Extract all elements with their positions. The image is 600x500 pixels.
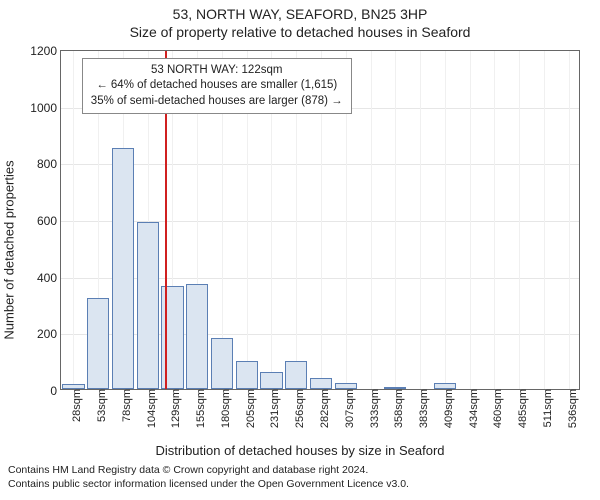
histogram-bar — [87, 298, 109, 389]
grid-line-v — [494, 51, 495, 389]
grid-line-v — [544, 51, 545, 389]
xtick-label: 205sqm — [243, 389, 257, 428]
page-subtitle: Size of property relative to detached ho… — [0, 22, 600, 40]
grid-line-v — [73, 51, 74, 389]
grid-line-v — [569, 51, 570, 389]
ytick-label: 1000 — [30, 101, 61, 115]
xtick-label: 536sqm — [565, 389, 579, 428]
xtick-label: 104sqm — [144, 389, 158, 428]
xtick-label: 282sqm — [317, 389, 331, 428]
histogram-bar — [112, 148, 134, 389]
xtick-label: 28sqm — [69, 389, 83, 422]
grid-line-v — [445, 51, 446, 389]
grid-line-v — [395, 51, 396, 389]
xtick-label: 129sqm — [168, 389, 182, 428]
xtick-label: 460sqm — [490, 389, 504, 428]
page-root: 53, NORTH WAY, SEAFORD, BN25 3HP Size of… — [0, 0, 600, 500]
ytick-label: 1200 — [30, 44, 61, 58]
histogram-bar — [211, 338, 233, 389]
annotation-line-2: ← 64% of detached houses are smaller (1,… — [91, 78, 343, 94]
grid-line-v — [470, 51, 471, 389]
xtick-label: 53sqm — [94, 389, 108, 422]
ytick-label: 0 — [50, 384, 61, 398]
xtick-label: 333sqm — [367, 389, 381, 428]
grid-line-v — [420, 51, 421, 389]
footer-line-1: Contains HM Land Registry data © Crown c… — [8, 464, 592, 478]
xtick-label: 358sqm — [391, 389, 405, 428]
xtick-label: 485sqm — [515, 389, 529, 428]
annotation-box: 53 NORTH WAY: 122sqm← 64% of detached ho… — [82, 58, 352, 115]
xtick-label: 307sqm — [342, 389, 356, 428]
ytick-label: 600 — [37, 214, 61, 228]
xtick-label: 434sqm — [466, 389, 480, 428]
ytick-label: 800 — [37, 157, 61, 171]
ytick-label: 200 — [37, 327, 61, 341]
grid-line-v — [371, 51, 372, 389]
xtick-label: 409sqm — [441, 389, 455, 428]
histogram-bar — [310, 378, 332, 389]
chart-wrap: Number of detached properties 0200400600… — [0, 40, 600, 460]
histogram-bar — [186, 284, 208, 389]
footer-line-2: Contains public sector information licen… — [8, 478, 592, 492]
histogram-bar — [236, 361, 258, 389]
xtick-label: 511sqm — [540, 389, 554, 427]
grid-line-h — [61, 164, 579, 165]
histogram-bar — [260, 372, 282, 389]
x-axis-label: Distribution of detached houses by size … — [0, 443, 600, 458]
footer: Contains HM Land Registry data © Crown c… — [0, 460, 600, 491]
xtick-label: 383sqm — [416, 389, 430, 428]
annotation-line-1: 53 NORTH WAY: 122sqm — [91, 63, 343, 79]
xtick-label: 231sqm — [267, 389, 281, 428]
annotation-line-3: 35% of semi-detached houses are larger (… — [91, 94, 343, 110]
xtick-label: 256sqm — [292, 389, 306, 428]
histogram-bar — [137, 222, 159, 389]
xtick-label: 155sqm — [193, 389, 207, 428]
page-title: 53, NORTH WAY, SEAFORD, BN25 3HP — [0, 0, 600, 22]
xtick-label: 78sqm — [119, 389, 133, 422]
histogram-bar — [285, 361, 307, 389]
histogram-plot: 02004006008001000120028sqm53sqm78sqm104s… — [60, 50, 580, 390]
ytick-label: 400 — [37, 271, 61, 285]
y-axis-label: Number of detached properties — [1, 160, 16, 339]
grid-line-v — [519, 51, 520, 389]
xtick-label: 180sqm — [218, 389, 232, 428]
